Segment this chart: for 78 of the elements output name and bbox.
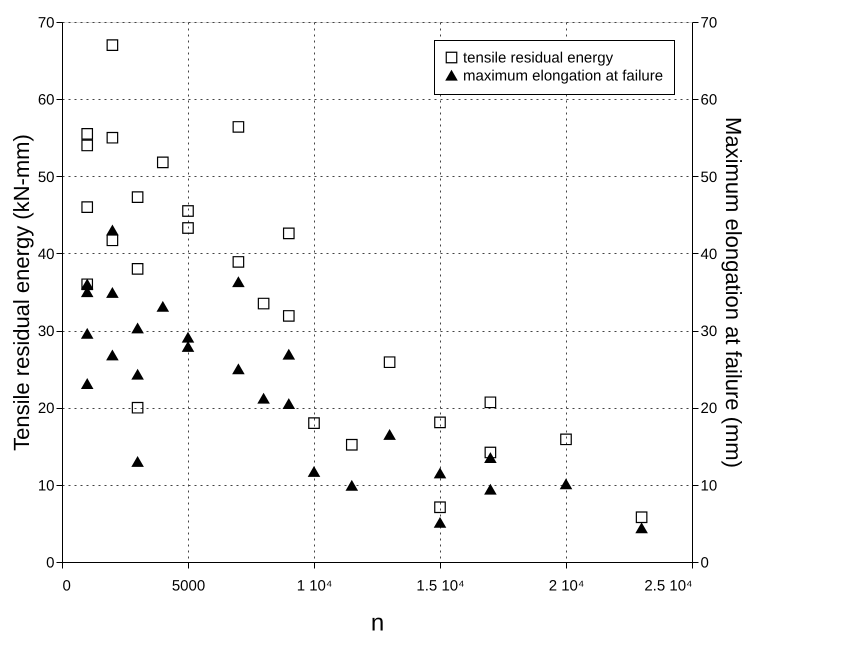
point [484,446,496,458]
point [560,478,572,490]
y-tick-label: 20 [38,400,54,418]
point [346,438,358,451]
point [156,302,169,312]
point [132,323,144,334]
x-tick-label: 2 10⁴ [548,578,584,594]
point [106,225,118,236]
point [106,234,118,246]
point [384,356,396,368]
point [132,456,144,467]
point [232,364,244,374]
point [232,276,244,288]
x-axis-title: n [370,610,384,636]
point [182,332,194,343]
y-tick-label: 60 [38,92,54,109]
point [232,121,244,133]
y2-tick-label: 10 [700,477,718,494]
point [282,310,295,322]
point [132,191,144,203]
point [182,342,194,352]
y2-tick-label: 70 [700,14,718,32]
y2-tick-label: 30 [700,323,718,340]
point [132,402,144,414]
point [346,480,358,491]
y2-tick-label: 20 [700,400,718,418]
point [308,417,320,429]
point [106,39,118,51]
point [81,140,94,152]
point [132,369,144,380]
point [156,156,169,168]
point [106,350,118,360]
y2-tick-label: 60 [700,92,718,109]
point [81,378,94,389]
x-tick-label: 0 [62,578,71,594]
point [434,416,446,428]
point [434,468,446,478]
point [484,396,496,408]
y-tick-label: 10 [38,477,54,494]
y-tick-label: 0 [46,554,54,572]
point [484,484,496,495]
y2-tick-label: 40 [700,246,718,263]
y-axis-title: Tensile residual energy (kN-mm) [8,134,34,451]
point [258,298,270,310]
y-tick-label: 70 [38,14,54,32]
point [636,522,648,534]
legend-label: tensile residual energy [463,50,614,66]
point [106,288,118,298]
point [106,132,118,144]
y2-tick-label: 50 [700,168,718,186]
point [384,430,396,440]
point [308,466,320,477]
point [132,263,144,275]
point [434,518,446,528]
y-tick-label: 30 [38,323,54,340]
x-tick-label: 1.5 10⁴ [416,578,465,594]
x-tick-label: 1 10⁴ [296,578,332,594]
point [81,128,94,140]
x-tick-label: 2.5 10⁴ [644,578,692,594]
y2-axis-title: Maximum elongation at failure (mm) [721,117,746,468]
point [81,328,94,339]
y-tick-label: 40 [38,246,54,263]
point [484,452,496,463]
point [636,511,648,524]
point [232,256,244,268]
point [560,434,572,446]
legend-label: maximum elongation at failure [463,68,664,84]
point [282,349,295,360]
point [282,228,295,240]
point [81,201,94,213]
y-tick-label: 50 [38,168,54,186]
point [182,222,194,234]
point [258,393,270,404]
point [182,205,194,217]
point [434,501,446,514]
y2-tick-label: 0 [700,554,709,572]
x-tick-label: 5000 [172,578,206,594]
point [282,398,295,409]
